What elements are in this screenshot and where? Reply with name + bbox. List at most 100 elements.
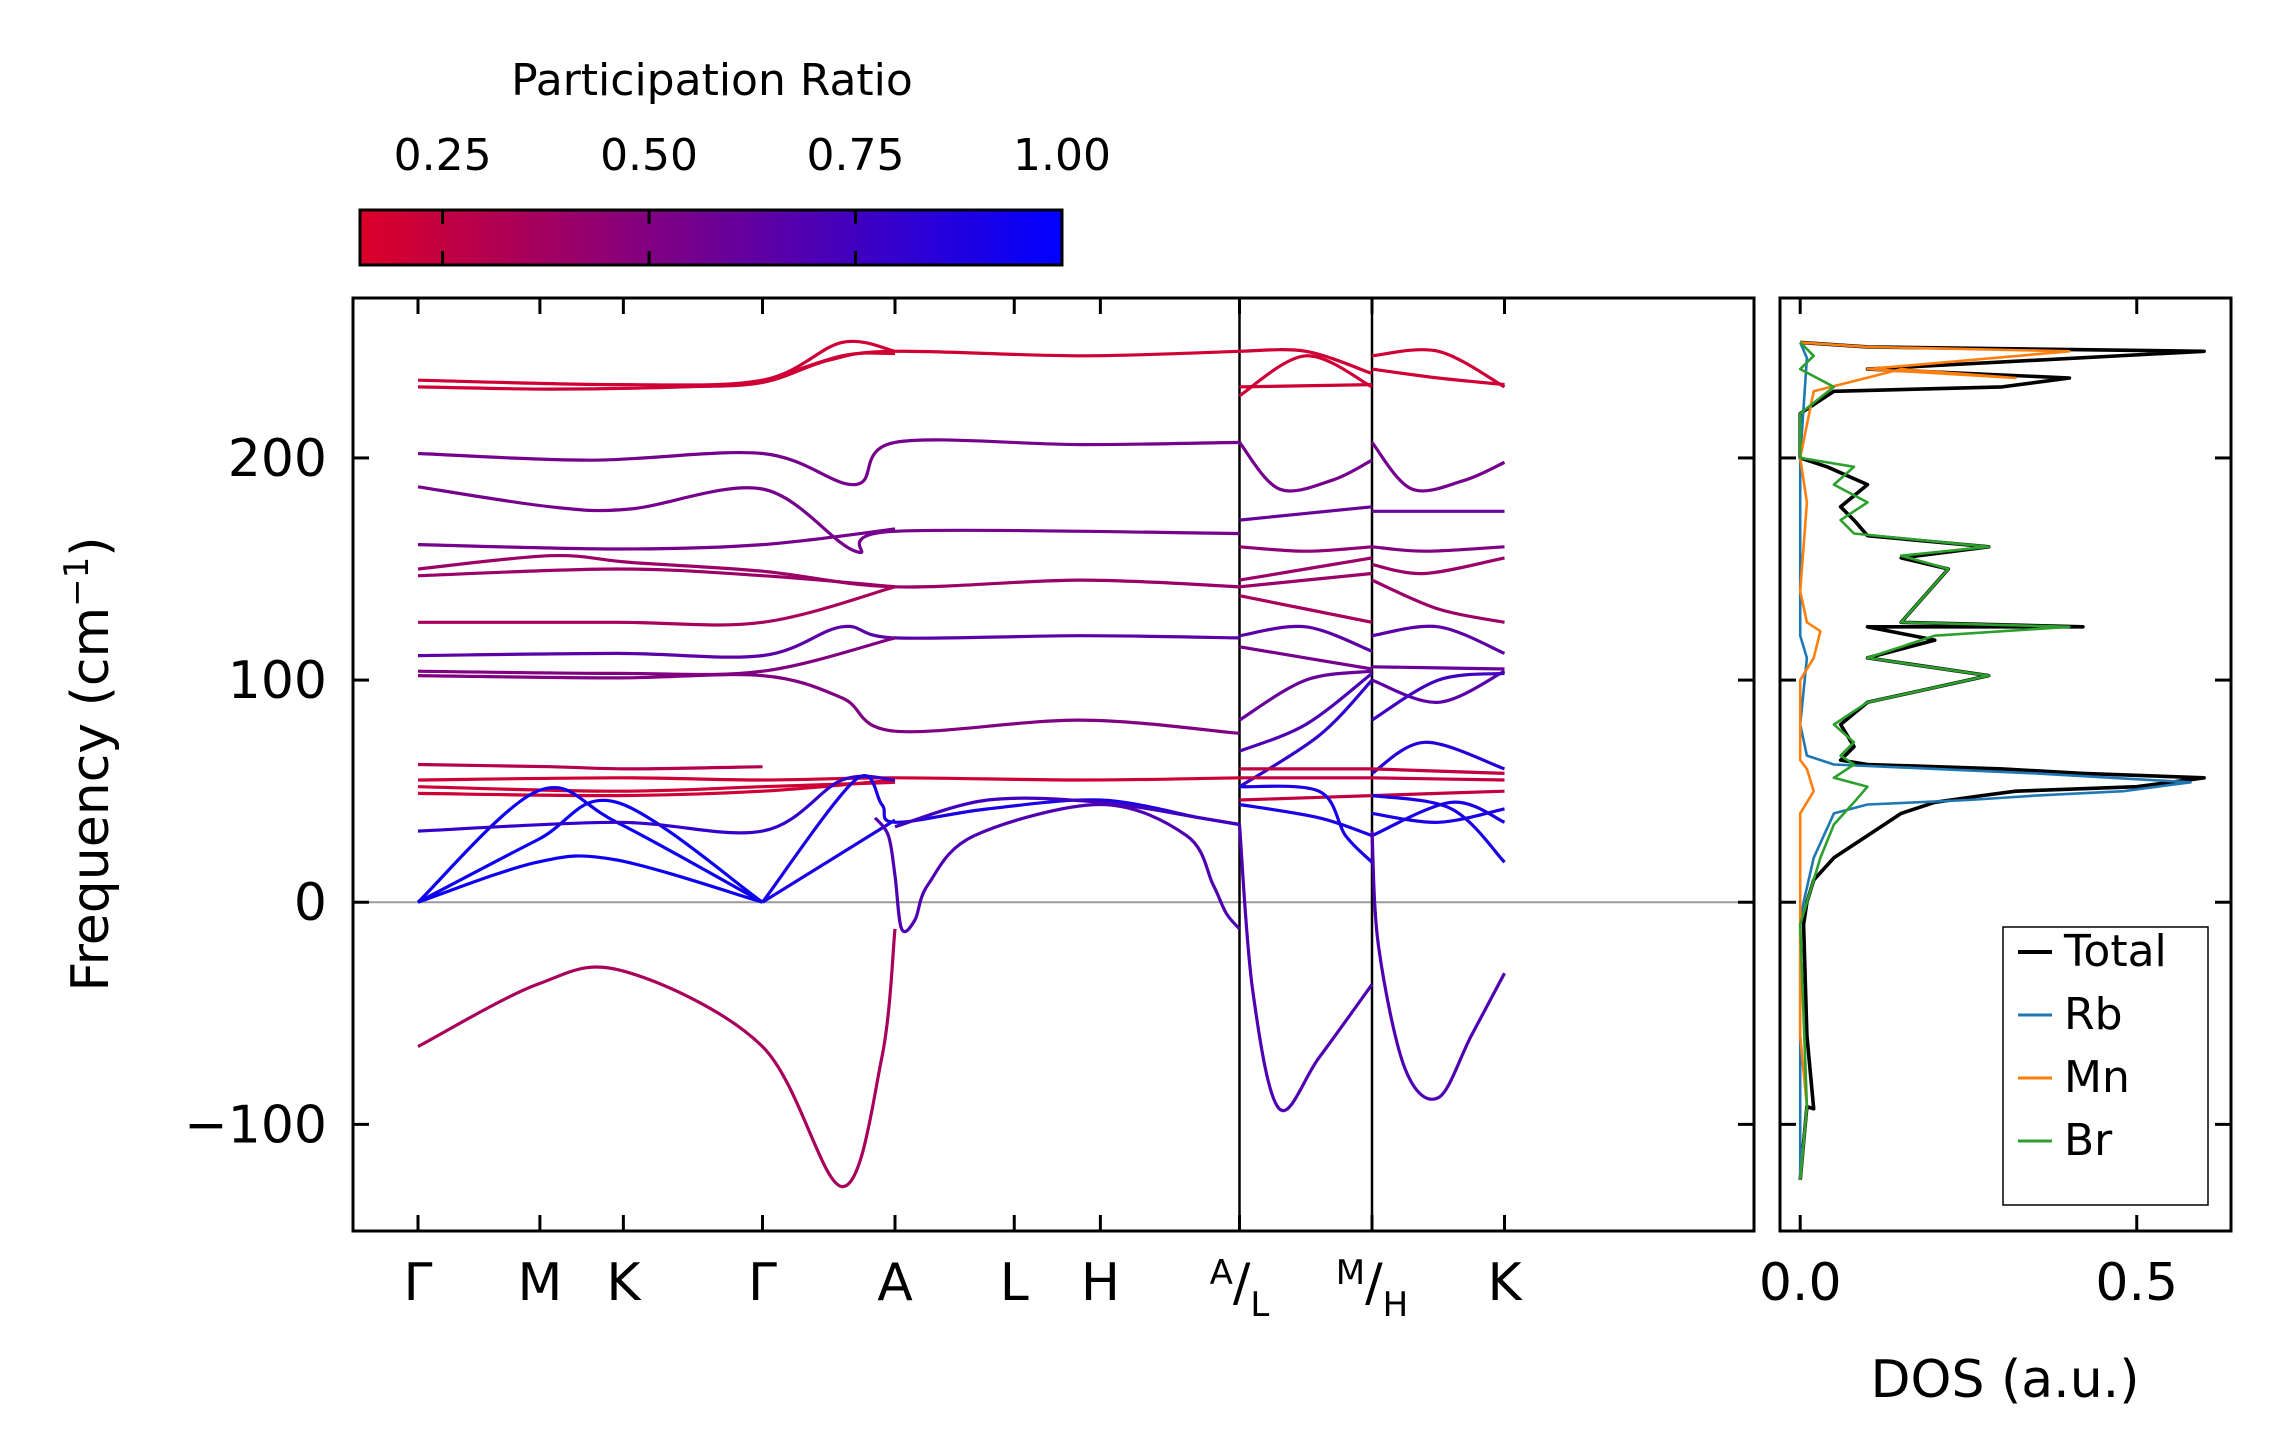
legend-items: Total Rb Mn Br xyxy=(2018,926,2167,1166)
legend-label: Rb xyxy=(2064,989,2123,1040)
kpoint-separators xyxy=(1238,298,1374,1231)
phonon-band xyxy=(894,796,1240,829)
kpoint-slash: / xyxy=(1365,1253,1383,1313)
colorbar-tick-label: 0.25 xyxy=(394,130,492,181)
phonon-band xyxy=(417,485,1240,554)
phonon-band xyxy=(417,774,896,835)
phonon-band xyxy=(1371,767,1505,775)
phonon-band xyxy=(1238,354,1373,398)
colorbar-ticks: 0.25 0.50 0.75 1.00 xyxy=(394,130,1111,265)
colorbar: Participation Ratio 0.25 0.50 0.75 1.00 xyxy=(358,55,1111,267)
colorbar-tick-label: 0.75 xyxy=(807,130,905,181)
phonon-band xyxy=(1371,669,1506,704)
dos-xaxis-ticks: 0.0 0.5 xyxy=(1759,298,2178,1313)
phonon-band xyxy=(1239,624,1373,653)
phonon-band xyxy=(1239,545,1373,553)
legend-label: Total xyxy=(2063,926,2167,977)
phonon-band xyxy=(1239,348,1373,376)
dos-plot: 0.0 0.5 DOS (a.u.) Total Rb Mn Br xyxy=(1759,296,2233,1410)
phonon-band xyxy=(1239,556,1373,582)
dos-line-br xyxy=(1798,341,2071,1181)
phonon-band xyxy=(1239,645,1373,671)
kpoint-sub: L xyxy=(1250,1285,1269,1325)
colorbar-tick-label: 1.00 xyxy=(1013,130,1111,181)
phonon-band xyxy=(1371,789,1505,798)
phonon-band xyxy=(417,854,763,904)
kpoint-label: K xyxy=(606,1253,642,1313)
legend-label: Br xyxy=(2064,1115,2113,1166)
phonon-band xyxy=(761,774,1240,904)
legend-box xyxy=(2002,926,2209,1206)
phonon-bands xyxy=(416,339,1506,1189)
phonon-band xyxy=(1238,672,1373,753)
dos-axes-frame xyxy=(1778,296,2233,1233)
phonon-band xyxy=(1371,348,1506,389)
dos-series xyxy=(1798,340,2206,1181)
phonon-band xyxy=(417,527,896,551)
phonon-band xyxy=(1371,367,1505,387)
ytick-label: 100 xyxy=(228,651,327,711)
phonon-band xyxy=(417,798,764,904)
phonon-band xyxy=(1371,671,1505,722)
kpoint-label: M/H xyxy=(1336,1253,1408,1325)
band-axes-frame xyxy=(351,296,1756,1233)
phonon-band xyxy=(416,785,764,904)
phonon-band xyxy=(417,672,1240,735)
phonon-band xyxy=(1237,824,1374,1113)
dos-line-rb xyxy=(1798,341,2192,1180)
phonon-band xyxy=(417,762,763,771)
ylabel-main: Frequency (cm xyxy=(61,607,121,992)
phonon-band xyxy=(1238,669,1373,722)
kpoint-slash: / xyxy=(1233,1253,1251,1313)
colorbar-tick-label: 0.50 xyxy=(600,130,698,181)
phonon-band xyxy=(1239,571,1373,589)
ylabel-superscript: −1 xyxy=(57,557,97,607)
ytick-label: −100 xyxy=(184,1095,327,1155)
phonon-band xyxy=(417,928,897,1189)
phonon-band xyxy=(418,585,896,627)
phonon-band xyxy=(417,339,896,387)
phonon-band xyxy=(1239,802,1373,838)
frequency-axis-ticks: −100 0 100 200 xyxy=(184,429,1754,1155)
phonon-band xyxy=(1371,794,1506,864)
phonon-band xyxy=(417,624,1240,659)
ytick-label: 0 xyxy=(294,873,327,933)
phonon-band xyxy=(1371,740,1506,775)
phonon-band xyxy=(1239,383,1373,389)
dos-yaxis-ticks xyxy=(1780,456,2231,1126)
dos-axis-label: DOS (a.u.) xyxy=(1871,1350,2140,1410)
phonon-band xyxy=(1239,784,1374,864)
phonon-band xyxy=(1370,441,1506,493)
phonon-band xyxy=(417,567,896,589)
phonon-band xyxy=(1370,831,1506,1101)
dos-line-mn xyxy=(1798,341,2071,1181)
phonon-band xyxy=(1371,665,1505,671)
kpoint-label: K xyxy=(1487,1253,1523,1313)
ylabel-close: ) xyxy=(61,536,121,556)
ytick-label: 200 xyxy=(228,429,327,489)
frequency-axis-label: Frequency (cm−1) xyxy=(57,536,121,991)
kpoint-sub: H xyxy=(1383,1285,1409,1325)
phonon-band xyxy=(1371,556,1505,576)
phonon-band xyxy=(1371,578,1505,624)
phonon-band xyxy=(761,351,896,384)
kpoint-label: A/L xyxy=(1210,1253,1270,1325)
kpoint-label: M xyxy=(517,1253,562,1313)
kpoint-sup: M xyxy=(1336,1253,1365,1293)
phonon-band xyxy=(1371,624,1506,655)
phonon-band xyxy=(1238,441,1373,493)
kpoint-label: Γ xyxy=(748,1253,777,1313)
colorbar-gradient xyxy=(358,208,1064,267)
phonon-band xyxy=(1371,800,1506,838)
kpoint-label: Γ xyxy=(404,1253,433,1313)
phonon-band xyxy=(1239,594,1373,624)
kpoint-axis-ticks: Γ M K Γ A L H A/LM/H K xyxy=(404,298,1523,1325)
phonon-band xyxy=(761,818,896,904)
phonon-band xyxy=(1371,545,1505,553)
kpoint-sup: A xyxy=(1210,1253,1233,1293)
colorbar-title: Participation Ratio xyxy=(511,55,913,106)
phonon-band xyxy=(1239,505,1373,522)
phonon-band xyxy=(1239,794,1373,802)
